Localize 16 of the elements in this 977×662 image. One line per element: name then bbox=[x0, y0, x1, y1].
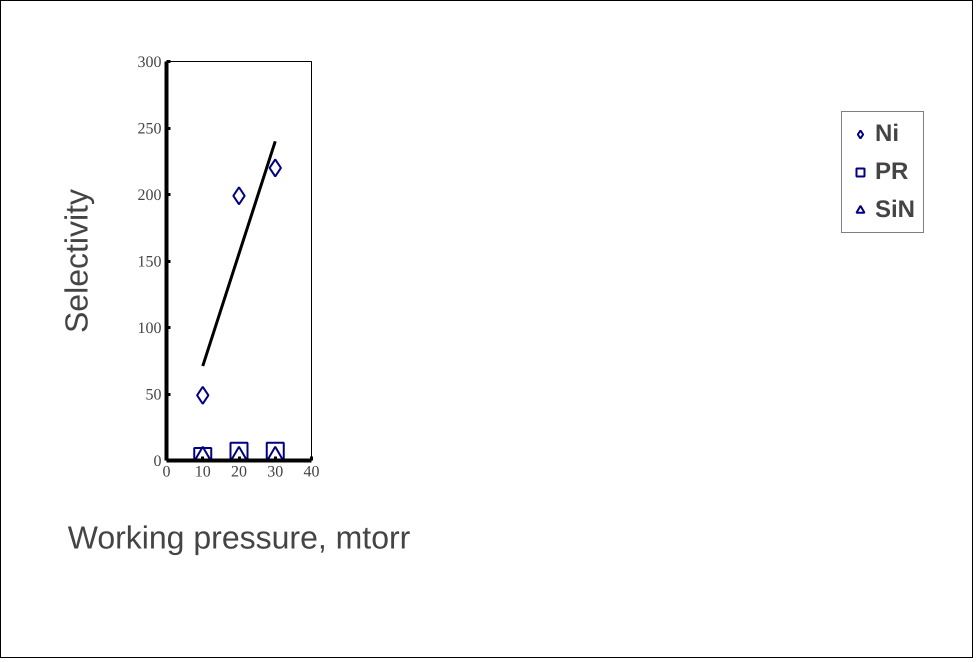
y-tick-label: 200 bbox=[138, 187, 162, 204]
y-tick-label: 250 bbox=[138, 120, 162, 138]
legend-label: Ni bbox=[874, 120, 899, 148]
x-tick-label: 40 bbox=[304, 464, 320, 480]
y-tick-label: 300 bbox=[138, 54, 162, 71]
y-axis-title: Selectivity bbox=[58, 188, 94, 334]
x-axis-title: Working pressure, mtorr bbox=[68, 520, 411, 556]
legend-label: SiN bbox=[874, 196, 915, 224]
legend-label: PR bbox=[874, 158, 908, 186]
y-tick-label: 100 bbox=[138, 320, 162, 337]
x-tick-label: 20 bbox=[231, 464, 247, 480]
y-tick-label: 150 bbox=[138, 254, 162, 270]
y-tick-label: 50 bbox=[146, 386, 162, 404]
x-tick-label: 10 bbox=[194, 464, 211, 480]
x-tick-label: 30 bbox=[267, 464, 284, 480]
y-tick-label: 0 bbox=[154, 453, 162, 470]
